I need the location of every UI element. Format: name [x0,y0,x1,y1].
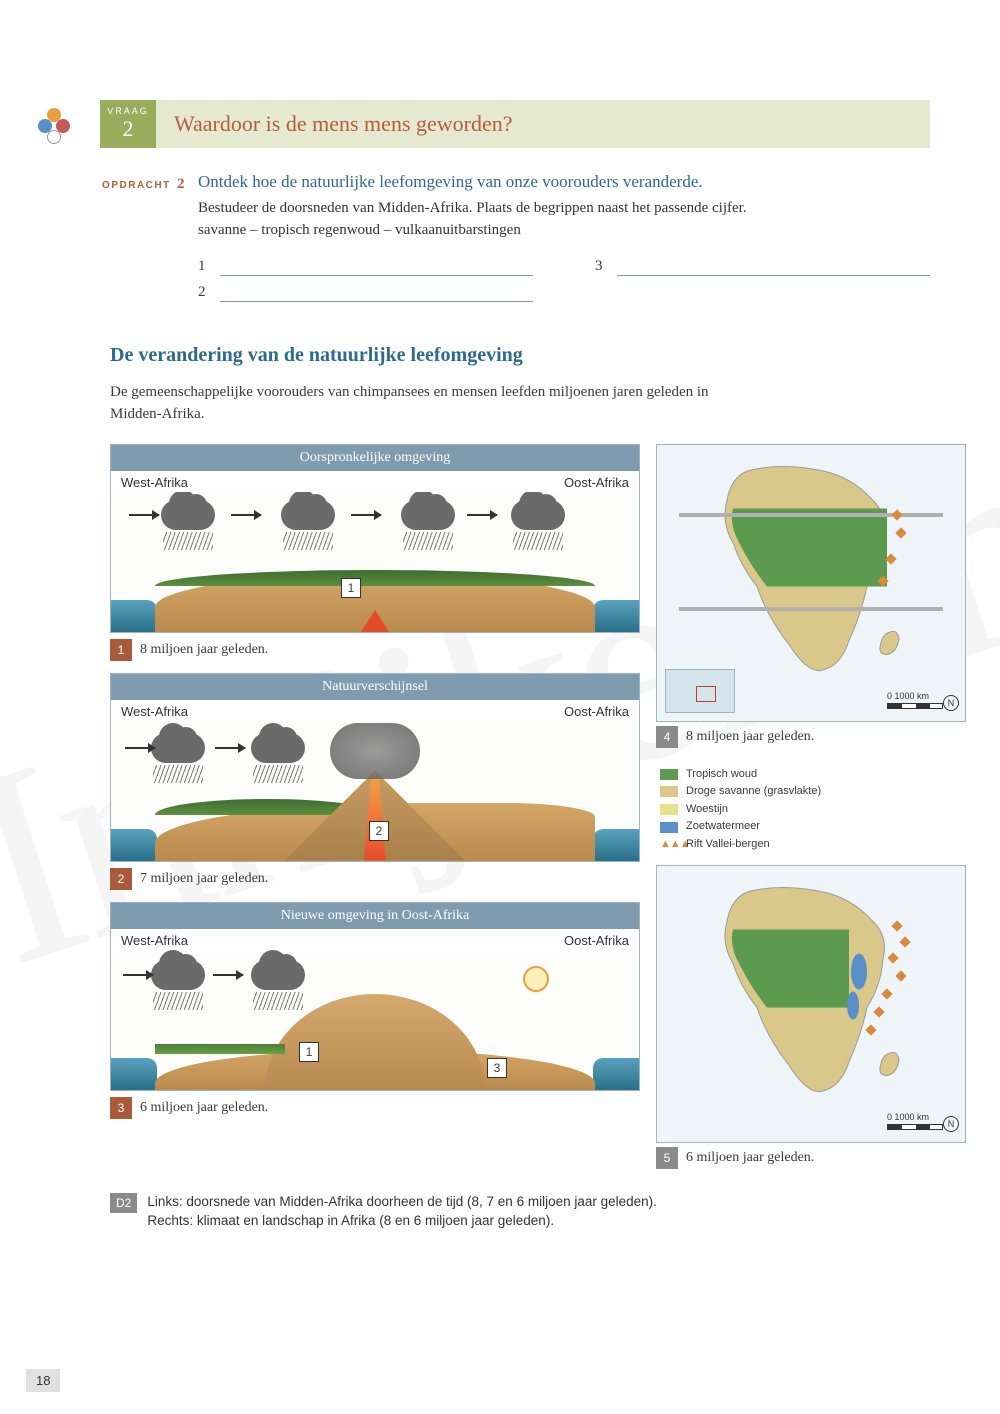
panel-2-cap-text: 7 miljoen jaar geleden. [140,871,268,887]
compass-icon: N [943,695,959,711]
legend-label: Zoetwatermeer [686,818,760,836]
opdracht-label: OPDRACHT 2 [100,172,186,302]
legend-item: Woestijn [660,801,966,819]
panel-3: Nieuwe omgeving in Oost-Afrika West-Afri… [110,902,640,1091]
blank-line-2[interactable] [220,284,533,302]
figure-area: Oorspronkelijke omgeving West-Afrika Oos… [110,444,930,1182]
compass-icon: N [943,1116,959,1132]
map-1-scale-label: 0 1000 km [887,691,929,701]
blank-line-1[interactable] [220,258,533,276]
question-label: VRAAG [107,106,149,116]
opdracht-text-1: Bestudeer de doorsneden van Midden-Afrik… [198,198,930,220]
map-2-scale: 0 1000 km [887,1112,943,1130]
panel-3-labels: West-Afrika Oost-Afrika [111,929,639,950]
panel-2-cap-badge: 2 [110,868,132,890]
panel-1: Oorspronkelijke omgeving West-Afrika Oos… [110,444,640,633]
opdracht-title: Ontdek hoe de natuurlijke leefomgeving v… [198,172,930,192]
opdracht-number: 2 [177,176,186,192]
map-2-cap-text: 6 miljoen jaar geleden. [686,1150,814,1166]
left-column: Oorspronkelijke omgeving West-Afrika Oos… [110,444,640,1182]
map-2-cap-badge: 5 [656,1147,678,1169]
panel-3-right-label: Oost-Afrika [564,933,629,948]
question-bar: VRAAG 2 Waardoor is de mens mens geworde… [100,100,930,148]
figure-caption: D2 Links: doorsnede van Midden-Afrika do… [110,1193,930,1231]
legend-label: Droge savanne (grasvlakte) [686,783,821,801]
map-1-cap-text: 8 miljoen jaar geleden. [686,729,814,745]
blank-line-3[interactable] [617,258,930,276]
legend-label: Rift Vallei-bergen [686,836,770,854]
map-1-inset [665,669,735,713]
legend-label: Woestijn [686,801,728,819]
panel-1-labels: West-Afrika Oost-Afrika [111,471,639,492]
map-2: 0 1000 km N [656,865,966,1143]
legend-item: Tropisch woud [660,766,966,784]
panel-3-left-label: West-Afrika [121,933,188,948]
opdracht-block: OPDRACHT 2 Ontdek hoe de natuurlijke lee… [100,172,930,302]
panel-1-num-badge: 1 [341,578,361,598]
panel-1-header: Oorspronkelijke omgeving [111,445,639,471]
page-content: VRAAG 2 Waardoor is de mens mens geworde… [0,0,1000,1271]
panel-3-num-badge-b: 3 [487,1058,507,1078]
page-number: 18 [26,1369,60,1392]
figure-caption-line2: Rechts: klimaat en landschap in Afrika (… [147,1212,657,1231]
panel-2-num-badge: 2 [369,821,389,841]
panel-3-art: 1 3 [111,950,639,1090]
panel-1-left-label: West-Afrika [121,475,188,490]
opdracht-body: Ontdek hoe de natuurlijke leefomgeving v… [198,172,930,302]
panel-2-right-label: Oost-Afrika [564,704,629,719]
panel-1-art: 1 [111,492,639,632]
map-2-scale-label: 0 1000 km [887,1112,929,1122]
question-title: Waardoor is de mens mens geworden? [156,100,930,148]
section-heading: De verandering van de natuurlijke leefom… [110,344,930,367]
logo-icon [38,108,70,140]
figure-caption-text: Links: doorsnede van Midden-Afrika doorh… [147,1193,657,1231]
panel-3-caption: 3 6 miljoen jaar geleden. [110,1097,640,1119]
legend-item: Zoetwatermeer [660,818,966,836]
legend-item: ▲▲▲Rift Vallei-bergen [660,836,966,854]
section-intro: De gemeenschappelijke voorouders van chi… [110,381,730,426]
panel-1-cap-text: 8 miljoen jaar geleden. [140,642,268,658]
blank-num-2: 2 [198,284,212,302]
fill-in-grid: 1 3 2 [198,258,930,302]
panel-2-header: Natuurverschijnsel [111,674,639,700]
blank-num-3: 3 [595,258,609,276]
panel-1-caption: 1 8 miljoen jaar geleden. [110,639,640,661]
panel-3-cap-text: 6 miljoen jaar geleden. [140,1100,268,1116]
question-badge: VRAAG 2 [100,100,156,148]
africa-shape-1 [711,456,911,686]
panel-2-caption: 2 7 miljoen jaar geleden. [110,868,640,890]
panel-2-labels: West-Afrika Oost-Afrika [111,700,639,721]
panel-2-left-label: West-Afrika [121,704,188,719]
panel-2: Natuurverschijnsel West-Afrika Oost-Afri… [110,673,640,862]
legend-item: Droge savanne (grasvlakte) [660,783,966,801]
panel-1-cap-badge: 1 [110,639,132,661]
opdracht-text-2: savanne – tropisch regenwoud – vulkaanui… [198,220,930,242]
map-2-caption: 5 6 miljoen jaar geleden. [656,1147,966,1169]
right-column: 0 1000 km N 4 8 miljoen jaar geleden. Tr… [656,444,966,1182]
panel-3-cap-badge: 3 [110,1097,132,1119]
opdracht-label-text: OPDRACHT [102,180,171,191]
map-1-caption: 4 8 miljoen jaar geleden. [656,726,966,748]
map-1: 0 1000 km N [656,444,966,722]
panel-3-header: Nieuwe omgeving in Oost-Afrika [111,903,639,929]
map-1-scale: 0 1000 km [887,691,943,709]
map-legend: Tropisch woud Droge savanne (grasvlakte)… [660,766,966,854]
panel-3-num-badge-a: 1 [299,1042,319,1062]
question-number: 2 [123,116,134,142]
map-1-cap-badge: 4 [656,726,678,748]
figure-caption-line1: Links: doorsnede van Midden-Afrika doorh… [147,1193,657,1212]
blank-num-1: 1 [198,258,212,276]
panel-1-right-label: Oost-Afrika [564,475,629,490]
figure-caption-badge: D2 [110,1193,137,1213]
panel-2-art: 2 [111,721,639,861]
legend-label: Tropisch woud [686,766,757,784]
